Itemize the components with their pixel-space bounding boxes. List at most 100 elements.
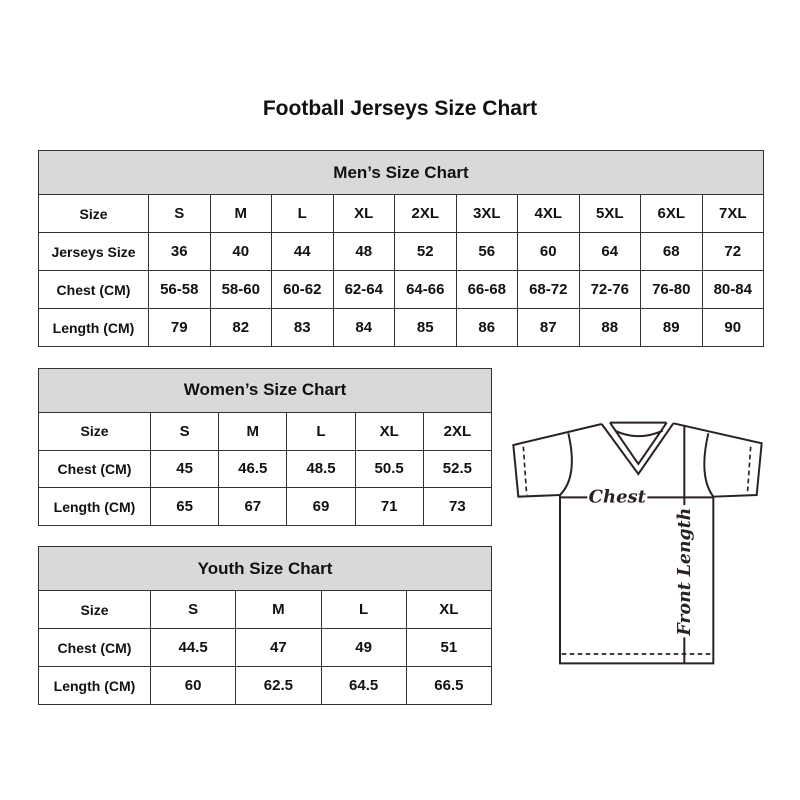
table-cell: 44.5 (149, 628, 237, 668)
table-cell: 68-72 (517, 270, 580, 310)
table-cell: 67 (218, 487, 288, 526)
page-title: Football Jerseys Size Chart (262, 97, 538, 120)
table-cell: 45 (149, 449, 220, 489)
stitch-lines (522, 446, 752, 655)
table-cell: S (148, 194, 211, 234)
womens-size-table: Women’s Size Chart Size S M L XL 2XL Chest (CM)… (38, 368, 493, 526)
table-cell: 51 (405, 628, 493, 668)
table-cell: 85 (394, 308, 457, 347)
table-cell: 50.5 (354, 449, 424, 489)
table-cell: 48.5 (286, 449, 356, 489)
table-cell: 89 (640, 308, 703, 347)
table-cell: 68 (640, 232, 703, 272)
table-cell: 72 (701, 232, 764, 272)
row-label: Chest (CM) (38, 449, 151, 489)
table-cell: 86 (455, 308, 518, 347)
table-cell: 46.5 (218, 449, 288, 489)
table-cell: 64-66 (394, 270, 457, 310)
table-cell: 2XL (394, 194, 457, 234)
collar (600, 421, 675, 476)
table-cell: 56 (455, 232, 518, 272)
chest-label: Chest (589, 487, 647, 508)
front-length-label: Front Length (675, 508, 695, 637)
youth-table-heading: Youth Size Chart (38, 545, 492, 592)
table-cell: 76-80 (640, 270, 703, 310)
table-cell: 58-60 (209, 270, 272, 310)
table-row: Jerseys Size 36 40 44 48 52 56 60 64 68 72 (38, 232, 764, 272)
table-cell: S (149, 590, 237, 630)
table-cell: 62-64 (332, 270, 395, 310)
table-cell: 7XL (701, 194, 764, 234)
row-label: Length (CM) (38, 666, 151, 705)
table-cell: 60 (149, 666, 237, 705)
table-cell: 72-76 (578, 270, 641, 310)
table-cell: 87 (517, 308, 580, 347)
table-cell: 52.5 (422, 449, 493, 489)
table-cell: 69 (286, 487, 356, 526)
table-row: Chest (CM) 44.5 47 49 51 (38, 628, 493, 668)
table-cell: M (209, 194, 272, 234)
table-cell: 80-84 (701, 270, 764, 310)
table-cell: 66-68 (455, 270, 518, 310)
row-label: Jerseys Size (38, 232, 149, 272)
table-cell: 64 (578, 232, 641, 272)
youth-size-table: Youth Size Chart Size S M L XL Chest (CM) 44.5 4… (38, 545, 493, 705)
table-cell: 82 (209, 308, 272, 347)
right-armhole (703, 433, 715, 498)
row-label: Chest (CM) (38, 628, 151, 668)
table-cell: 2XL (422, 411, 493, 451)
row-label: Chest (CM) (38, 270, 149, 310)
table-cell: 64.5 (320, 666, 407, 705)
men-table-heading: Men’s Size Chart (38, 149, 764, 196)
table-cell: 49 (320, 628, 407, 668)
table-cell: 6XL (640, 194, 703, 234)
table-cell: 36 (148, 232, 211, 272)
table-row: Size S M L XL 2XL (38, 411, 493, 451)
row-label: Length (CM) (38, 487, 151, 526)
table-cell: 52 (394, 232, 457, 272)
table-row: Size S M L XL (38, 590, 493, 630)
table-cell: L (286, 411, 356, 451)
table-cell: 79 (148, 308, 211, 347)
row-label: Size (38, 590, 151, 630)
women-table-heading: Women’s Size Chart (38, 368, 492, 413)
table-cell: 47 (235, 628, 322, 668)
mens-size-table: Men’s Size Chart Size S M L XL 2XL 3XL 4XL 5XL 6XL… (38, 149, 764, 347)
table-cell: 84 (332, 308, 395, 347)
table-cell: 65 (149, 487, 220, 526)
table-cell: XL (332, 194, 395, 234)
table-cell: 48 (332, 232, 395, 272)
row-label: Size (38, 194, 149, 234)
table-cell: 66.5 (405, 666, 493, 705)
table-row: Length (CM) 60 62.5 64.5 66.5 (38, 666, 493, 705)
table-row: Chest (CM) 45 46.5 48.5 50.5 52.5 (38, 449, 493, 489)
left-armhole (559, 433, 573, 496)
table-cell: S (149, 411, 220, 451)
table-cell: 71 (354, 487, 424, 526)
table-cell: L (271, 194, 334, 234)
table-row: Chest (CM) 56-58 58-60 60-62 62-64 64-66 66-68… (38, 270, 764, 310)
table-cell: 60 (517, 232, 580, 272)
table-cell: 5XL (578, 194, 641, 234)
table-row: Length (CM) 79 82 83 84 85 86 87 88 89 90 (38, 308, 764, 347)
table-cell: XL (354, 411, 424, 451)
table-cell: 3XL (455, 194, 518, 234)
table-cell: 90 (701, 308, 764, 347)
table-cell: 56-58 (148, 270, 211, 310)
table-cell: L (320, 590, 407, 630)
table-cell: M (235, 590, 322, 630)
row-label: Size (38, 411, 151, 451)
table-cell: 88 (578, 308, 641, 347)
table-cell: 73 (422, 487, 493, 526)
table-row: Length (CM) 65 67 69 71 73 (38, 487, 493, 526)
table-cell: 4XL (517, 194, 580, 234)
table-cell: 62.5 (235, 666, 322, 705)
table-cell: M (218, 411, 288, 451)
table-cell: 60-62 (271, 270, 334, 310)
row-label: Length (CM) (38, 308, 149, 347)
table-row: Size S M L XL 2XL 3XL 4XL 5XL 6XL 7XL (38, 194, 764, 234)
jersey-diagram: Chest Front Length (512, 421, 763, 665)
jersey-outline (512, 422, 763, 665)
table-cell: 40 (209, 232, 272, 272)
